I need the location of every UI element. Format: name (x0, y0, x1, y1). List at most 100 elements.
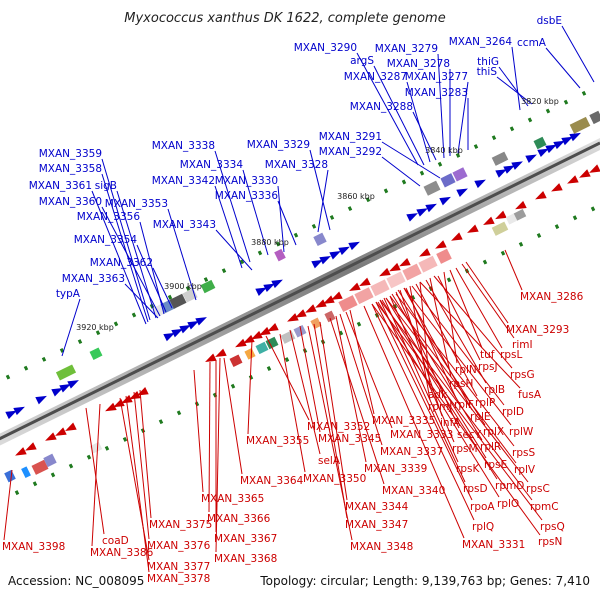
gene-arrow (349, 282, 361, 292)
feature-layer (4, 90, 600, 496)
gene-connector (307, 325, 353, 541)
gc-mark (68, 463, 74, 469)
gene-label: secY (457, 429, 482, 441)
gene-label: rplN (455, 364, 477, 376)
gene-label: rpsJ (478, 361, 498, 373)
gene-label: MXAN_3375 (149, 519, 212, 531)
gene-label: fusA (518, 389, 542, 401)
gene-arrow (235, 338, 247, 348)
feature-block (21, 466, 31, 479)
gene-connector (356, 52, 419, 166)
gene-connector (139, 389, 152, 519)
gene-label: MXAN_3288 (350, 101, 413, 113)
gene-label: MXAN_3287 (344, 71, 407, 83)
gene-arrow (263, 283, 275, 293)
gene-connector (279, 333, 306, 473)
gene-connector (215, 357, 221, 553)
gc-mark (257, 250, 263, 256)
feature-block (354, 287, 374, 305)
gene-arrow (45, 432, 57, 441)
gene-label: MXAN_3335 (372, 415, 435, 427)
gene-connector (496, 76, 533, 105)
gc-mark (500, 250, 506, 256)
gene-label: tuf (480, 349, 495, 361)
gene-connector (61, 298, 81, 357)
gene-label: rpsE (484, 459, 507, 471)
gene-label: rimI (512, 339, 533, 351)
gene-arrow (25, 442, 37, 451)
gc-mark (248, 374, 254, 380)
gene-label: MXAN_3361 (29, 180, 92, 192)
connector-layer (3, 25, 595, 573)
gene-arrow (439, 196, 451, 206)
gene-label: sigB (95, 180, 117, 192)
gene-arrow (435, 240, 447, 249)
gene-label: dsbE (537, 15, 562, 27)
gene-connector (317, 169, 329, 233)
feature-block (89, 441, 103, 454)
gene-connector (223, 357, 243, 475)
gene-arrow (399, 257, 411, 267)
gene-label: MXAN_3342 (152, 175, 215, 187)
feature-block (569, 116, 591, 134)
gene-label: MXAN_3279 (375, 43, 438, 55)
tick-label: 3860 kbp (337, 192, 375, 201)
gene-label: rplQ (472, 521, 494, 533)
gene-arrow (511, 161, 523, 170)
gc-mark (293, 232, 299, 238)
gene-label: rplF (454, 399, 474, 411)
gc-mark (365, 197, 371, 203)
gene-connector (193, 369, 204, 493)
gene-arrow (13, 406, 25, 416)
gene-arrow (195, 317, 207, 326)
gene-label: rplR (480, 441, 501, 453)
feature-block (324, 310, 336, 323)
gene-label: MXAN_3286 (520, 291, 584, 303)
gene-arrow (15, 447, 27, 456)
gene-label: MXAN_3368 (214, 553, 277, 565)
gene-arrow (55, 427, 67, 436)
gene-connector (455, 267, 503, 349)
gene-connector (363, 305, 465, 539)
gene-label: rplV (514, 464, 536, 476)
gene-connector (511, 46, 521, 111)
gene-arrow (5, 410, 17, 420)
gene-label: MXAN_3386 (90, 547, 154, 559)
gc-mark (5, 374, 11, 380)
gc-mark (230, 383, 236, 389)
gene-label: rplP (475, 397, 495, 409)
tick-label: 3820 kbp (521, 97, 559, 106)
gene-connector (411, 285, 505, 406)
gc-mark (158, 419, 164, 425)
tick-labels: 3820 kbp 3840 kbp 3860 kbp 3880 kbp 3900… (76, 97, 559, 332)
gene-label: rpsC (526, 483, 550, 495)
gene-arrow (205, 353, 217, 362)
gene-connector (91, 403, 101, 547)
gene-arrow (215, 348, 227, 358)
gene-arrow (329, 251, 341, 260)
feature-block (200, 279, 216, 294)
gene-connector (349, 309, 375, 415)
gene-label: MXAN_3277 (405, 71, 468, 83)
feature-block (265, 336, 279, 350)
gene-connector (412, 111, 437, 161)
gene-label: MXAN_3353 (105, 198, 168, 210)
gene-connector (136, 244, 167, 313)
gene-label: MXAN_3292 (319, 146, 382, 158)
gene-connector (101, 158, 151, 321)
gene-arrow (315, 299, 327, 308)
gene-arrow (483, 216, 495, 226)
gene-arrow (305, 304, 317, 313)
gene-connector (504, 249, 523, 291)
gene-connector (329, 317, 385, 485)
feature-block (310, 317, 322, 330)
gene-connector (385, 297, 529, 483)
gene-connector (373, 65, 425, 166)
feature-block (338, 295, 358, 313)
gene-connector (419, 281, 521, 389)
gene-label: MXAN_3338 (152, 140, 215, 152)
feature-block (452, 167, 468, 182)
gene-label: rpsK (456, 463, 480, 475)
gene-connector (289, 329, 321, 455)
